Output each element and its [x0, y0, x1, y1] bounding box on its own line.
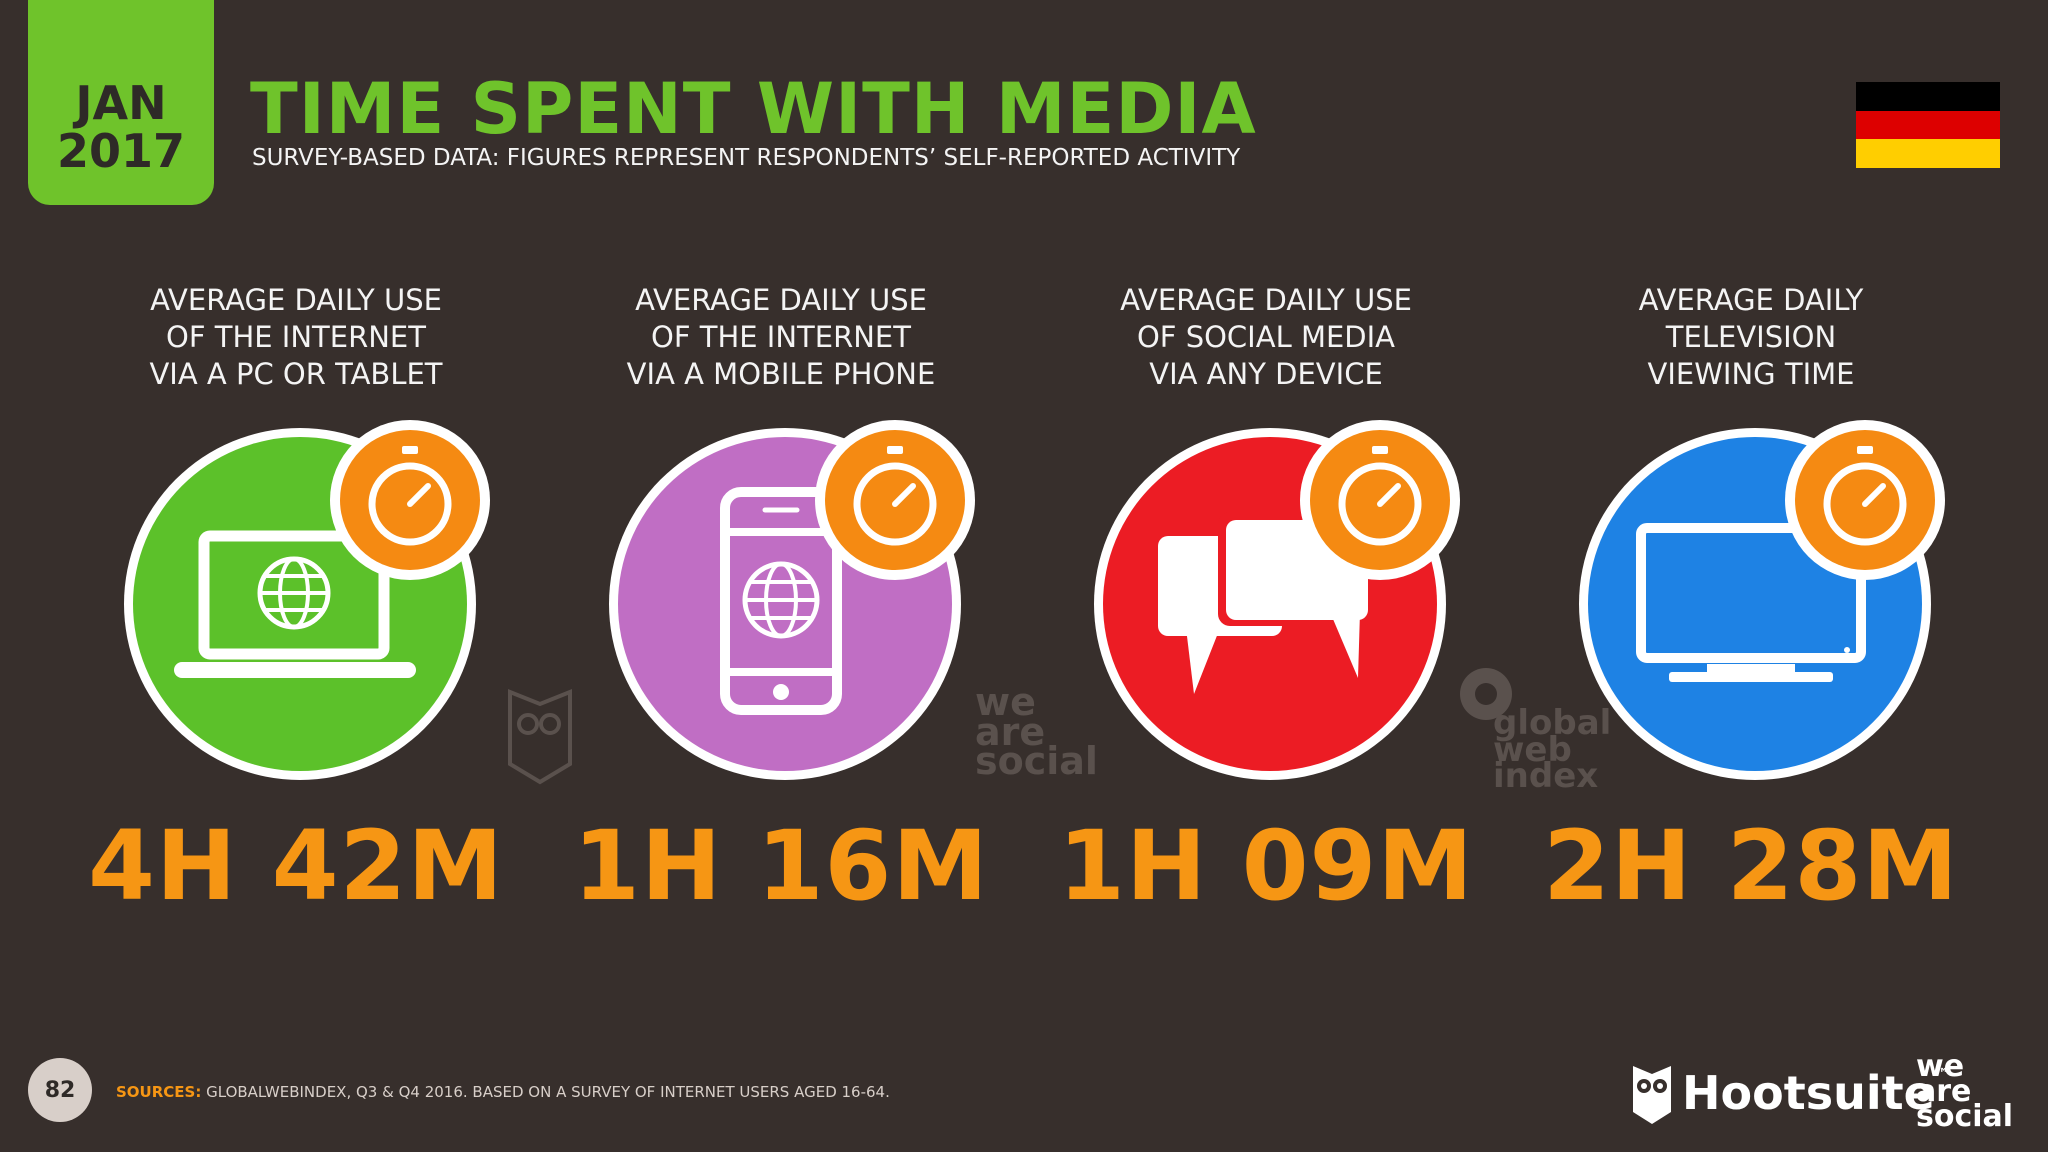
flag-stripe-black	[1856, 82, 2000, 111]
date-month: JAN	[75, 76, 167, 130]
mobile-globe-icon	[720, 487, 842, 715]
panel-social-media: AVERAGE DAILY USE OF SOCIAL MEDIA VIA AN…	[1026, 282, 1506, 922]
panel-mobile-internet: AVERAGE DAILY USE OF THE INTERNET VIA A …	[541, 282, 1021, 922]
flag-stripe-red	[1856, 110, 2000, 140]
hootsuite-logo: Hootsuite™	[1682, 1066, 1949, 1120]
panel-label: AVERAGE DAILY USE OF THE INTERNET VIA A …	[149, 283, 443, 391]
panel-television: AVERAGE DAILY TELEVISION VIEWING TIME 2H…	[1511, 282, 1991, 922]
badge-circle	[124, 420, 490, 780]
flag-stripe-gold	[1856, 139, 2000, 169]
we-are-social-logo: we are social	[1916, 1049, 2014, 1135]
hootsuite-owl-watermark-icon	[508, 689, 572, 785]
panel-value: 1H 09M	[1058, 810, 1474, 922]
trademark-symbol: ™	[1934, 1066, 1949, 1082]
page-title: TIME SPENT WITH MEDIA	[250, 68, 1257, 150]
badge-circle	[1579, 420, 1945, 780]
stopwatch-badge	[330, 420, 490, 580]
panel-label: AVERAGE DAILY USE OF SOCIAL MEDIA VIA AN…	[1120, 283, 1412, 391]
panel-value: 2H 28M	[1543, 810, 1959, 922]
globalwebindex-logo-watermark-icon	[1460, 668, 1512, 720]
panel-label: AVERAGE DAILY USE OF THE INTERNET VIA A …	[626, 283, 936, 391]
stopwatch-icon	[853, 446, 937, 546]
sources-note: SOURCES: GLOBALWEBINDEX, Q3 & Q4 2016. B…	[116, 1083, 890, 1101]
we-are-social-watermark: we are social	[975, 680, 1098, 784]
date-tab: JAN 2017	[28, 0, 214, 205]
stopwatch-icon	[1823, 446, 1907, 546]
page-number: 82	[28, 1058, 92, 1122]
panel-pc-internet: AVERAGE DAILY USE OF THE INTERNET VIA A …	[56, 282, 536, 922]
global-web-index-watermark: global web index	[1493, 703, 1612, 797]
hootsuite-logo-text: Hootsuite	[1682, 1066, 1935, 1120]
sources-text: GLOBALWEBINDEX, Q3 & Q4 2016. BASED ON A…	[206, 1083, 890, 1101]
germany-flag-icon	[1856, 82, 2000, 169]
stopwatch-icon	[368, 446, 452, 546]
badge-circle	[1094, 420, 1460, 780]
date-year: 2017	[56, 124, 186, 178]
badge-circle	[609, 420, 975, 780]
panel-value: 1H 16M	[573, 810, 989, 922]
panel-value: 4H 42M	[88, 810, 504, 922]
television-icon	[1636, 523, 1866, 682]
laptop-globe-icon	[174, 530, 416, 678]
stopwatch-badge	[1785, 420, 1945, 580]
hootsuite-owl-icon	[1633, 1066, 1671, 1124]
stopwatch-badge	[1300, 420, 1460, 580]
page-subtitle: SURVEY-BASED DATA: FIGURES REPRESENT RES…	[252, 145, 1241, 171]
panel-label: AVERAGE DAILY TELEVISION VIEWING TIME	[1638, 283, 1864, 391]
sources-label: SOURCES:	[116, 1083, 202, 1101]
stopwatch-badge	[815, 420, 975, 580]
stopwatch-icon	[1338, 446, 1422, 546]
